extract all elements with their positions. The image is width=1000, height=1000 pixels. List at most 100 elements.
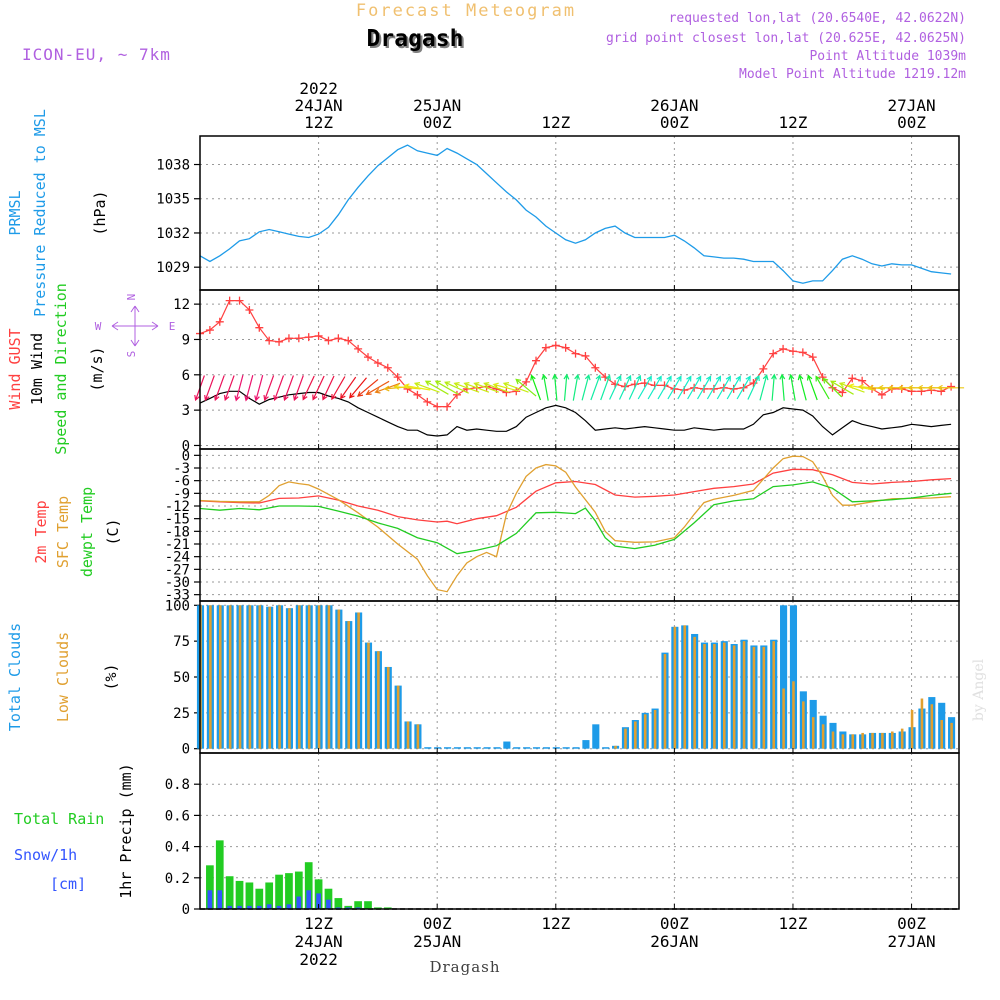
compass-s: S [125, 351, 138, 358]
total-cloud-bar [552, 747, 560, 749]
precip-label: 1hr Precip (mm) [117, 763, 135, 898]
wind-direction-arrow [716, 375, 731, 400]
snow-bar [207, 890, 213, 909]
low-cloud-bar [337, 609, 341, 749]
rain-bar [275, 874, 283, 909]
gust-point-marker [304, 333, 313, 342]
y-tick-label: -30 [165, 575, 190, 591]
rain-bar [304, 862, 313, 909]
location-title-shadow: Dragash [369, 28, 466, 54]
wind-direction-arrow [444, 381, 469, 394]
gust-point-marker [373, 359, 382, 368]
compass-rose [111, 305, 159, 347]
y-tick-label: 0.8 [165, 777, 190, 793]
low-cloud-bar [643, 714, 647, 749]
wind-direction-arrow [771, 373, 777, 401]
wind-direction-arrow [541, 373, 549, 401]
low-clouds-label: Low Clouds [54, 632, 72, 722]
gust-point-marker [591, 363, 600, 372]
panel-frame [199, 448, 960, 602]
total-cloud-bar [542, 747, 550, 749]
bottom-axis-label: 24JAN [295, 932, 343, 951]
top-axis-label: 24JAN [295, 96, 343, 115]
wind-direction-arrow [657, 375, 672, 400]
rain-bar [255, 888, 264, 909]
gust-point-marker [502, 388, 511, 397]
wind-direction-arrow [797, 373, 807, 401]
gust-point-marker [284, 334, 293, 343]
wind-direction-arrow [618, 374, 632, 400]
snow-bar [345, 907, 351, 909]
low-cloud-bar [307, 605, 311, 749]
y-tick-label: -9 [173, 486, 190, 502]
top-axis-label: 2022 [299, 79, 338, 98]
precipitation-panel: 0 0.2 0.4 0.6 0.8 [165, 752, 960, 918]
wind-direction-arrow [214, 375, 225, 402]
gust-point-marker [433, 402, 442, 411]
bottom-axis-label: 2022 [299, 950, 338, 969]
wind-direction-arrow [572, 373, 580, 401]
wind-direction-arrow [788, 373, 796, 401]
low-cloud-bar [357, 612, 360, 749]
wind-direction-arrow [223, 375, 235, 402]
total-cloud-bar [424, 747, 432, 749]
rain-bar [294, 871, 303, 909]
clouds-unit: (%) [102, 663, 120, 690]
low-cloud-bar [268, 606, 271, 749]
rain-bar [364, 901, 372, 909]
gust-point-marker [858, 376, 867, 385]
y-tick-label: 0 [182, 448, 190, 464]
low-cloud-bar [930, 704, 934, 749]
wind-direction-arrow [293, 375, 304, 402]
gust-point-marker [413, 390, 422, 399]
rain-legend: Total Rain [14, 810, 104, 828]
gust-point-marker [393, 373, 402, 382]
gust-point-marker [512, 387, 521, 396]
point-altitude: Point Altitude 1039m [809, 49, 966, 64]
pressure-unit: (hPa) [91, 190, 109, 235]
rain-bar [265, 882, 274, 909]
snow-bar [355, 907, 361, 909]
signature: by Angel [971, 658, 987, 721]
wind-direction-arrow [357, 378, 379, 397]
low-cloud-bar [238, 605, 242, 749]
wind-direction-arrow [473, 382, 500, 393]
low-cloud-bar [723, 642, 726, 749]
gust-point-marker [838, 388, 847, 397]
low-cloud-bar [950, 722, 953, 749]
y-tick-label: 12 [173, 297, 190, 313]
wind-direction-arrow [302, 375, 315, 401]
low-cloud-bar [732, 645, 736, 749]
low-cloud-bar [831, 731, 835, 749]
gust-point-marker [561, 343, 570, 352]
y-tick-label: -33 [165, 588, 190, 604]
total-cloud-bar [572, 747, 580, 749]
y-tick-label: -27 [165, 562, 190, 578]
temp-unit: (C) [104, 518, 122, 545]
panel-frame [199, 752, 960, 910]
low-cloud-bar [663, 654, 667, 749]
bottom-axis-label: 25JAN [413, 932, 461, 951]
gust-point-marker [937, 387, 946, 396]
y-tick-label: 100 [165, 598, 190, 614]
wind-direction-arrow [530, 374, 542, 401]
gust-point-marker [947, 382, 956, 391]
total-cloud-bar [434, 747, 442, 749]
y-tick-label: -15 [165, 512, 190, 528]
wind-direction-arrow [736, 375, 751, 400]
wind-direction-arrow [726, 375, 741, 400]
gust-point-marker [354, 344, 363, 353]
wind-direction-arrow [331, 376, 346, 401]
temp-label: 2m Temp [32, 500, 50, 563]
wind-direction-arrow [273, 375, 285, 402]
rain-bar [354, 901, 362, 909]
rain-bar [225, 876, 234, 909]
gust-point-marker [522, 377, 531, 386]
low-cloud-bar [634, 721, 637, 749]
series-line-dewpt-temp [199, 481, 952, 555]
total-clouds-label: Total Clouds [6, 623, 24, 731]
low-cloud-bar [871, 732, 874, 749]
gust-point-marker [294, 334, 303, 343]
